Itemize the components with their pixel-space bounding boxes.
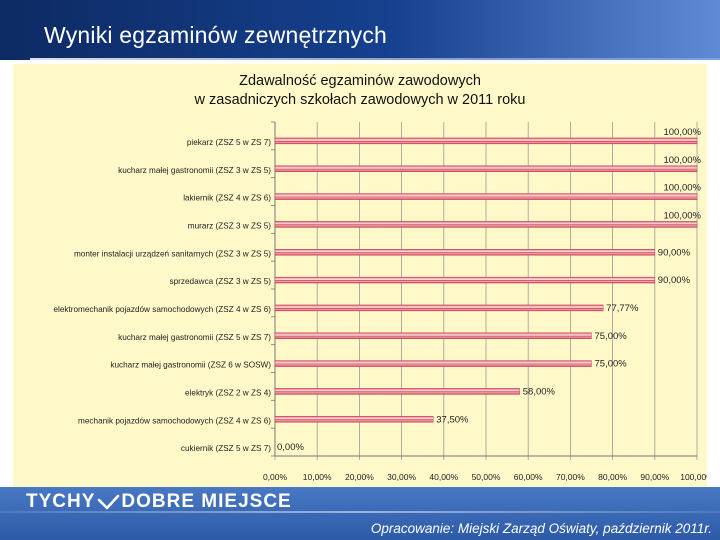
x-tick-label: 40,00% bbox=[429, 472, 458, 482]
bar bbox=[274, 193, 698, 200]
category-label: sprzedawca (ZSZ 3 w ZS 5) bbox=[170, 277, 272, 286]
bar bbox=[274, 249, 655, 256]
bar bbox=[274, 360, 592, 367]
data-label: 100,00% bbox=[663, 183, 701, 194]
data-label: 75,00% bbox=[595, 359, 628, 370]
footer-divider bbox=[0, 511, 720, 513]
category-label: elektromechanik pojazdów samochodowych (… bbox=[53, 305, 271, 314]
x-tick-label: 80,00% bbox=[598, 472, 627, 482]
category-label: lakiernik (ZSZ 4 w ZS 6) bbox=[183, 194, 271, 203]
data-label: 100,00% bbox=[663, 155, 701, 166]
data-label: 37,50% bbox=[436, 414, 469, 425]
data-label: 58,00% bbox=[523, 386, 556, 397]
checkmark-icon bbox=[98, 494, 120, 510]
data-label: 0,00% bbox=[277, 442, 304, 453]
category-label: piekarz (ZSZ 5 w ZS 7) bbox=[187, 138, 271, 147]
chart-title-line2: w zasadniczych szkołach zawodowych w 201… bbox=[194, 92, 526, 108]
category-label: mechanik pojazdów samochodowych (ZSZ 4 w… bbox=[78, 416, 271, 425]
brand-right: DOBRE MIEJSCE bbox=[121, 491, 292, 512]
x-tick-label: 90,00% bbox=[640, 472, 669, 482]
x-tick-label: 30,00% bbox=[387, 472, 416, 482]
category-label: cukiernik (ZSZ 5 w ZS 7) bbox=[181, 444, 271, 453]
header-divider bbox=[30, 58, 720, 60]
x-tick-label: 100,00% bbox=[680, 472, 707, 482]
category-label: elektryk (ZSZ 2 w ZS 4) bbox=[185, 388, 271, 397]
chart-title-line1: Zdawalność egzaminów zawodowych bbox=[239, 73, 481, 89]
bar bbox=[274, 416, 434, 423]
bar-chart: 0,00% 10,00% 20,00% 30,00% 40,00% 50,00% 60,00… bbox=[53, 121, 707, 482]
source-note: Opracowanie: Miejski Zarząd Oświaty, paź… bbox=[370, 521, 712, 536]
bar bbox=[274, 388, 520, 395]
category-label: monter instalacji urządzeń sanitarnych (… bbox=[74, 249, 271, 258]
data-label: 77,77% bbox=[606, 303, 639, 314]
slide-footer: TYCHY DOBRE MIEJSCE Opracowanie: Miejski… bbox=[0, 487, 720, 540]
x-tick-label: 10,00% bbox=[303, 472, 332, 482]
category-label: kucharz małej gastronomii (ZSZ 3 w ZS 5) bbox=[118, 166, 271, 175]
slide-header: Wyniki egzaminów zewnętrznych bbox=[0, 0, 720, 60]
data-label: 100,00% bbox=[663, 210, 701, 221]
x-tick-label: 50,00% bbox=[472, 472, 501, 482]
bar bbox=[274, 137, 698, 145]
x-tick-label: 0,00% bbox=[263, 472, 288, 482]
data-label: 100,00% bbox=[663, 127, 701, 138]
data-label: 90,00% bbox=[658, 247, 691, 258]
bar bbox=[274, 165, 698, 172]
bar bbox=[274, 332, 592, 339]
category-label: kucharz małej gastronomii (ZSZ 6 w SOSW) bbox=[110, 361, 271, 370]
x-tick-label: 60,00% bbox=[514, 472, 543, 482]
x-tick-label: 70,00% bbox=[556, 472, 585, 482]
bar bbox=[274, 276, 655, 284]
chart-panel: 0,00% 10,00% 20,00% 30,00% 40,00% 50,00% 60,00… bbox=[13, 64, 707, 492]
brand-logo: TYCHY DOBRE MIEJSCE bbox=[26, 491, 292, 513]
brand-left: TYCHY bbox=[26, 491, 96, 512]
data-label: 75,00% bbox=[595, 331, 628, 342]
data-label: 90,00% bbox=[658, 275, 691, 286]
category-label: kucharz małej gastronomii (ZSZ 5 w ZS 7) bbox=[118, 333, 271, 342]
x-tick-label: 20,00% bbox=[345, 472, 374, 482]
bar bbox=[274, 304, 604, 312]
slide-title: Wyniki egzaminów zewnętrznych bbox=[44, 22, 388, 48]
bar bbox=[274, 221, 698, 228]
category-label: murarz (ZSZ 3 w ZS 5) bbox=[188, 221, 272, 230]
